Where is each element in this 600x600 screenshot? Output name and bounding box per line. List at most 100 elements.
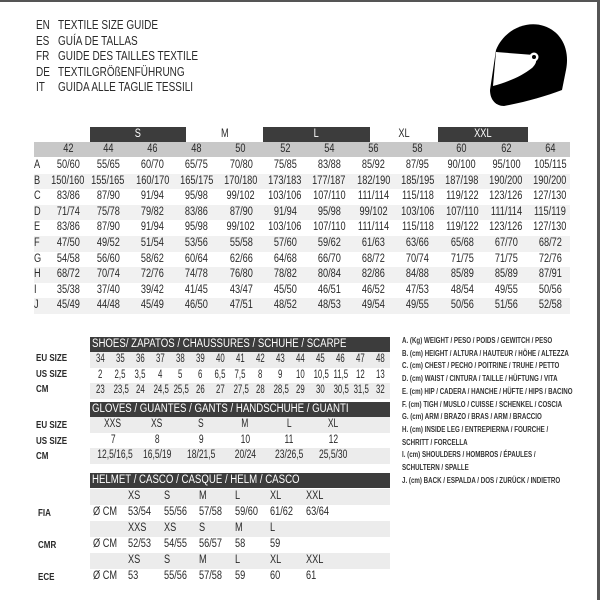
size-header: 48 — [175, 142, 219, 157]
helmet-size-value: 59 — [235, 569, 269, 584]
size-cell-text: 55/65 — [96, 159, 120, 171]
size-cell-text: 187/198 — [445, 174, 479, 187]
shoe-size-cell: 37 — [150, 352, 170, 367]
glove-size-cell-text: 20/24 — [234, 449, 256, 461]
size-cell: 87/90 — [219, 205, 263, 220]
size-cell: 95/100 — [484, 158, 528, 173]
standard-label-text: ECE — [38, 572, 55, 583]
size-cell: 111/114 — [484, 205, 528, 220]
size-cell: 58/62 — [130, 252, 174, 267]
size-cell-text: 123/126 — [489, 190, 523, 203]
size-cell-text: 64/68 — [273, 252, 297, 265]
helmet-size-value: 57/58 — [199, 569, 233, 584]
row-shade — [90, 352, 390, 368]
size-group-l-text: L — [313, 128, 320, 140]
size-cell-text: 70/80 — [229, 159, 253, 171]
size-cell-text: 87/90 — [96, 221, 120, 234]
size-cell: 47/51 — [219, 298, 263, 313]
size-cell-text: 45/50 — [273, 283, 297, 296]
shoe-size-cell: 10,5 — [310, 368, 330, 383]
size-cell-text: 79/82 — [140, 205, 164, 218]
size-cell-text: 44/48 — [96, 299, 120, 312]
size-cell: 87/90 — [86, 189, 130, 204]
size-header-text: 60 — [456, 143, 468, 155]
helmet-header: HELMET / CASCO / CASQUE / HELM / CASCO — [90, 473, 390, 488]
size-cell-text: 103/106 — [401, 205, 435, 218]
helmet-size-label-text: M — [234, 522, 243, 534]
size-cell: 95/98 — [175, 189, 219, 204]
size-cell-text: 48/52 — [273, 299, 297, 312]
legend-item-text: SCHULTERN / SPALLE — [402, 462, 469, 472]
glove-size-cell: 23/26,5 — [267, 448, 311, 463]
helmet-size-label-text: L — [234, 554, 240, 566]
size-cell: 39/42 — [130, 283, 174, 298]
size-cell-text: 115/119 — [534, 205, 567, 218]
shoe-size-cell: 42 — [250, 352, 270, 367]
title-text: TEXTILGRÖßENFÜHRUNG — [58, 64, 185, 79]
size-cell: 62/66 — [219, 252, 263, 267]
shoe-size-cell: 43 — [270, 352, 290, 367]
standard-label: FIA — [38, 507, 54, 521]
row-label-text: US SIZE — [36, 368, 68, 380]
shoe-size-cell-text: 10,5 — [313, 368, 329, 381]
size-cell: 187/198 — [440, 174, 484, 189]
helmet-size-label-text: XL — [270, 490, 282, 502]
frame-border-right — [597, 0, 600, 600]
title-text: GUIDE DES TAILLES TEXTILE — [58, 49, 199, 63]
size-cell-text: 66/70 — [317, 252, 341, 265]
shoe-size-cell-text: 35 — [115, 353, 125, 365]
size-cell: 52/58 — [528, 298, 572, 313]
shoes-header: SHOES/ ZAPATOS / CHAUSSURES / SCHUHE / S… — [90, 337, 390, 352]
helmet-header-text: HELMET / CASCO / CASQUE / HELM / CASCO — [92, 474, 300, 486]
row-label-text: US SIZE — [36, 435, 68, 447]
glove-size-cell-text: XL — [327, 418, 339, 430]
size-cell: 160/170 — [130, 174, 174, 189]
size-cell-text: 50/60 — [56, 159, 80, 171]
helmet-size-value-text: 61/62 — [270, 506, 294, 518]
size-header-text: 58 — [412, 143, 423, 155]
size-cell: 127/130 — [528, 189, 572, 204]
helmet-size-value-text: 61 — [305, 570, 316, 582]
unit-label-text: Ø CM — [93, 506, 118, 518]
shoe-size-cell-text: 10 — [295, 368, 305, 381]
size-cell: 51/56 — [484, 298, 528, 313]
helmet-size-label-text: XS — [128, 554, 141, 566]
glove-size-cell-text: S — [198, 418, 204, 430]
size-cell: 37/40 — [86, 283, 130, 298]
shoe-size-cell-text: 28 — [255, 384, 265, 396]
shoe-size-cell: 27,5 — [230, 383, 250, 398]
shoe-size-cell-text: 32 — [375, 384, 385, 396]
size-header-text: 64 — [545, 143, 556, 155]
shoe-size-cell: 47 — [350, 352, 370, 367]
size-group-xl-text: XL — [398, 128, 410, 140]
legend-item: C. (cm) CHEST / PECHO / POITRINE / TRUHE… — [402, 360, 600, 371]
glove-size-cell: 25,5/30 — [311, 448, 355, 463]
size-cell: 87/91 — [528, 267, 572, 282]
legend-item-text: G. (cm) ARM / BRAZO / BRAS / ARM / BRACC… — [402, 411, 542, 422]
shoe-size-cell: 40 — [210, 352, 230, 367]
shoe-size-cell: 26 — [190, 383, 210, 398]
shoe-size-cell: 36 — [130, 352, 150, 367]
size-cell-text: 91/94 — [140, 190, 164, 203]
shoe-size-cell-text: 28,5 — [273, 384, 289, 396]
size-cell: 55/58 — [219, 236, 263, 251]
size-cell-text: 71/75 — [494, 252, 518, 265]
legend-item-text: F. (cm) TIGH / MUSLO / CUISSE / SCHENKEL… — [402, 398, 563, 409]
shoe-size-cell-text: 25,5 — [173, 384, 189, 396]
size-header-text: 46 — [147, 143, 158, 155]
size-cell: 48/54 — [440, 283, 484, 298]
size-cell: 75/78 — [86, 205, 130, 220]
size-cell: 71/75 — [484, 252, 528, 267]
glove-size-cell: S — [179, 417, 223, 432]
size-cell: 84/88 — [396, 267, 440, 282]
size-cell: 115/119 — [528, 205, 572, 220]
size-cell-text: 72/76 — [538, 252, 562, 265]
shoe-size-cell-text: 38 — [175, 353, 185, 365]
size-cell-text: 51/56 — [494, 299, 518, 312]
legend-item: D. (cm) WAIST / CINTURA / TAILLE / HÜFTU… — [402, 373, 600, 384]
shoe-size-cell-text: 4 — [157, 368, 163, 381]
size-cell: 53/56 — [175, 236, 219, 251]
glove-size-cell-text: L — [286, 418, 292, 430]
size-cell-text: 57/60 — [273, 237, 297, 249]
size-cell-text: 72/76 — [140, 268, 164, 281]
